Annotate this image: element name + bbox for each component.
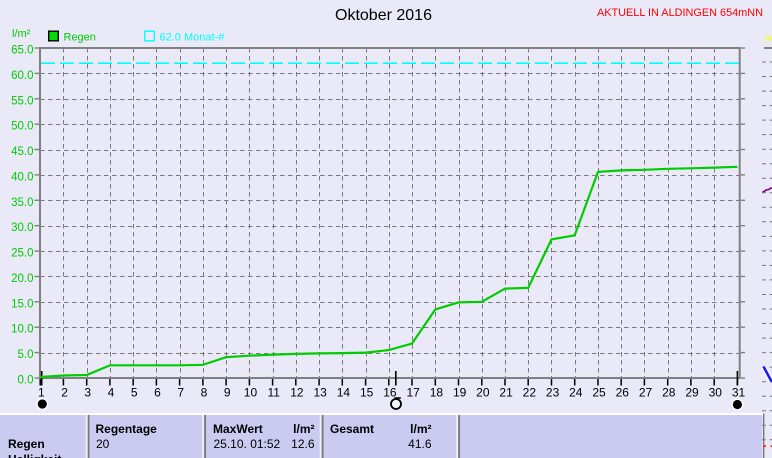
svg-text:ne: ne <box>765 33 772 45</box>
svg-text:l/m²: l/m² <box>293 422 314 436</box>
svg-text:19: 19 <box>453 385 467 399</box>
svg-text:9: 9 <box>224 385 231 399</box>
svg-text:55.0: 55.0 <box>11 95 33 107</box>
svg-text:20.0: 20.0 <box>11 273 33 285</box>
svg-text:8: 8 <box>201 385 208 399</box>
svg-text:65.0: 65.0 <box>11 45 33 57</box>
svg-text:5: 5 <box>131 385 138 399</box>
svg-text:24: 24 <box>569 385 583 399</box>
svg-text:15: 15 <box>360 385 374 399</box>
svg-text:1: 1 <box>38 385 45 399</box>
svg-text:27: 27 <box>639 385 653 399</box>
svg-text:30: 30 <box>709 385 723 399</box>
svg-text:Oktober 2016: Oktober 2016 <box>335 7 432 24</box>
svg-text:4: 4 <box>108 385 115 399</box>
svg-text:18: 18 <box>430 385 444 399</box>
svg-text:35.0: 35.0 <box>11 197 33 209</box>
svg-text:30.0: 30.0 <box>11 222 33 234</box>
svg-text:21: 21 <box>499 385 513 399</box>
svg-text:Regentage: Regentage <box>96 422 158 436</box>
svg-text:26: 26 <box>616 385 630 399</box>
svg-text:40.0: 40.0 <box>11 171 33 183</box>
svg-text:60.0: 60.0 <box>11 70 33 82</box>
svg-text:23: 23 <box>546 385 560 399</box>
svg-text:25.0: 25.0 <box>11 248 33 260</box>
svg-text:10.0: 10.0 <box>11 324 33 336</box>
svg-text:20: 20 <box>96 437 110 451</box>
svg-text:45.0: 45.0 <box>11 146 33 158</box>
svg-text:50.0: 50.0 <box>11 121 33 133</box>
svg-text:MaxWert: MaxWert <box>213 422 263 436</box>
svg-text:12.6: 12.6 <box>291 437 315 451</box>
svg-text:15.0: 15.0 <box>11 298 33 310</box>
svg-text:3: 3 <box>84 385 91 399</box>
svg-text:2: 2 <box>61 385 68 399</box>
svg-text:31: 31 <box>732 385 746 399</box>
svg-text:11: 11 <box>267 385 280 399</box>
svg-text:25: 25 <box>592 385 606 399</box>
svg-text:25.10. 01:52: 25.10. 01:52 <box>214 437 281 451</box>
svg-text:6: 6 <box>154 385 161 399</box>
svg-text:14: 14 <box>337 385 351 399</box>
svg-text:13: 13 <box>314 385 328 399</box>
svg-text:5.0: 5.0 <box>18 349 34 361</box>
svg-text:12: 12 <box>290 385 304 399</box>
svg-text:22: 22 <box>523 385 537 399</box>
svg-text:28: 28 <box>662 385 676 399</box>
svg-text:Regen: Regen <box>64 32 96 44</box>
svg-text:62.0 Monat-#: 62.0 Monat-# <box>160 32 226 44</box>
svg-text:17: 17 <box>406 385 420 399</box>
svg-text:7: 7 <box>177 385 184 399</box>
svg-text:20: 20 <box>476 385 490 399</box>
svg-text:10: 10 <box>244 385 258 399</box>
svg-text:Gesamt: Gesamt <box>330 422 374 436</box>
svg-text:l/m²: l/m² <box>12 28 31 40</box>
svg-text:0.0: 0.0 <box>18 375 34 387</box>
svg-text:41.6: 41.6 <box>408 437 432 451</box>
svg-text:l/m²: l/m² <box>410 422 431 436</box>
svg-text:16: 16 <box>383 385 397 399</box>
svg-text:29: 29 <box>685 385 699 399</box>
svg-text:Helligkeit: Helligkeit <box>8 453 61 458</box>
svg-text:AKTUELL IN ALDINGEN 654mNN: AKTUELL IN ALDINGEN 654mNN <box>597 7 763 19</box>
svg-text:Regen: Regen <box>8 437 45 451</box>
